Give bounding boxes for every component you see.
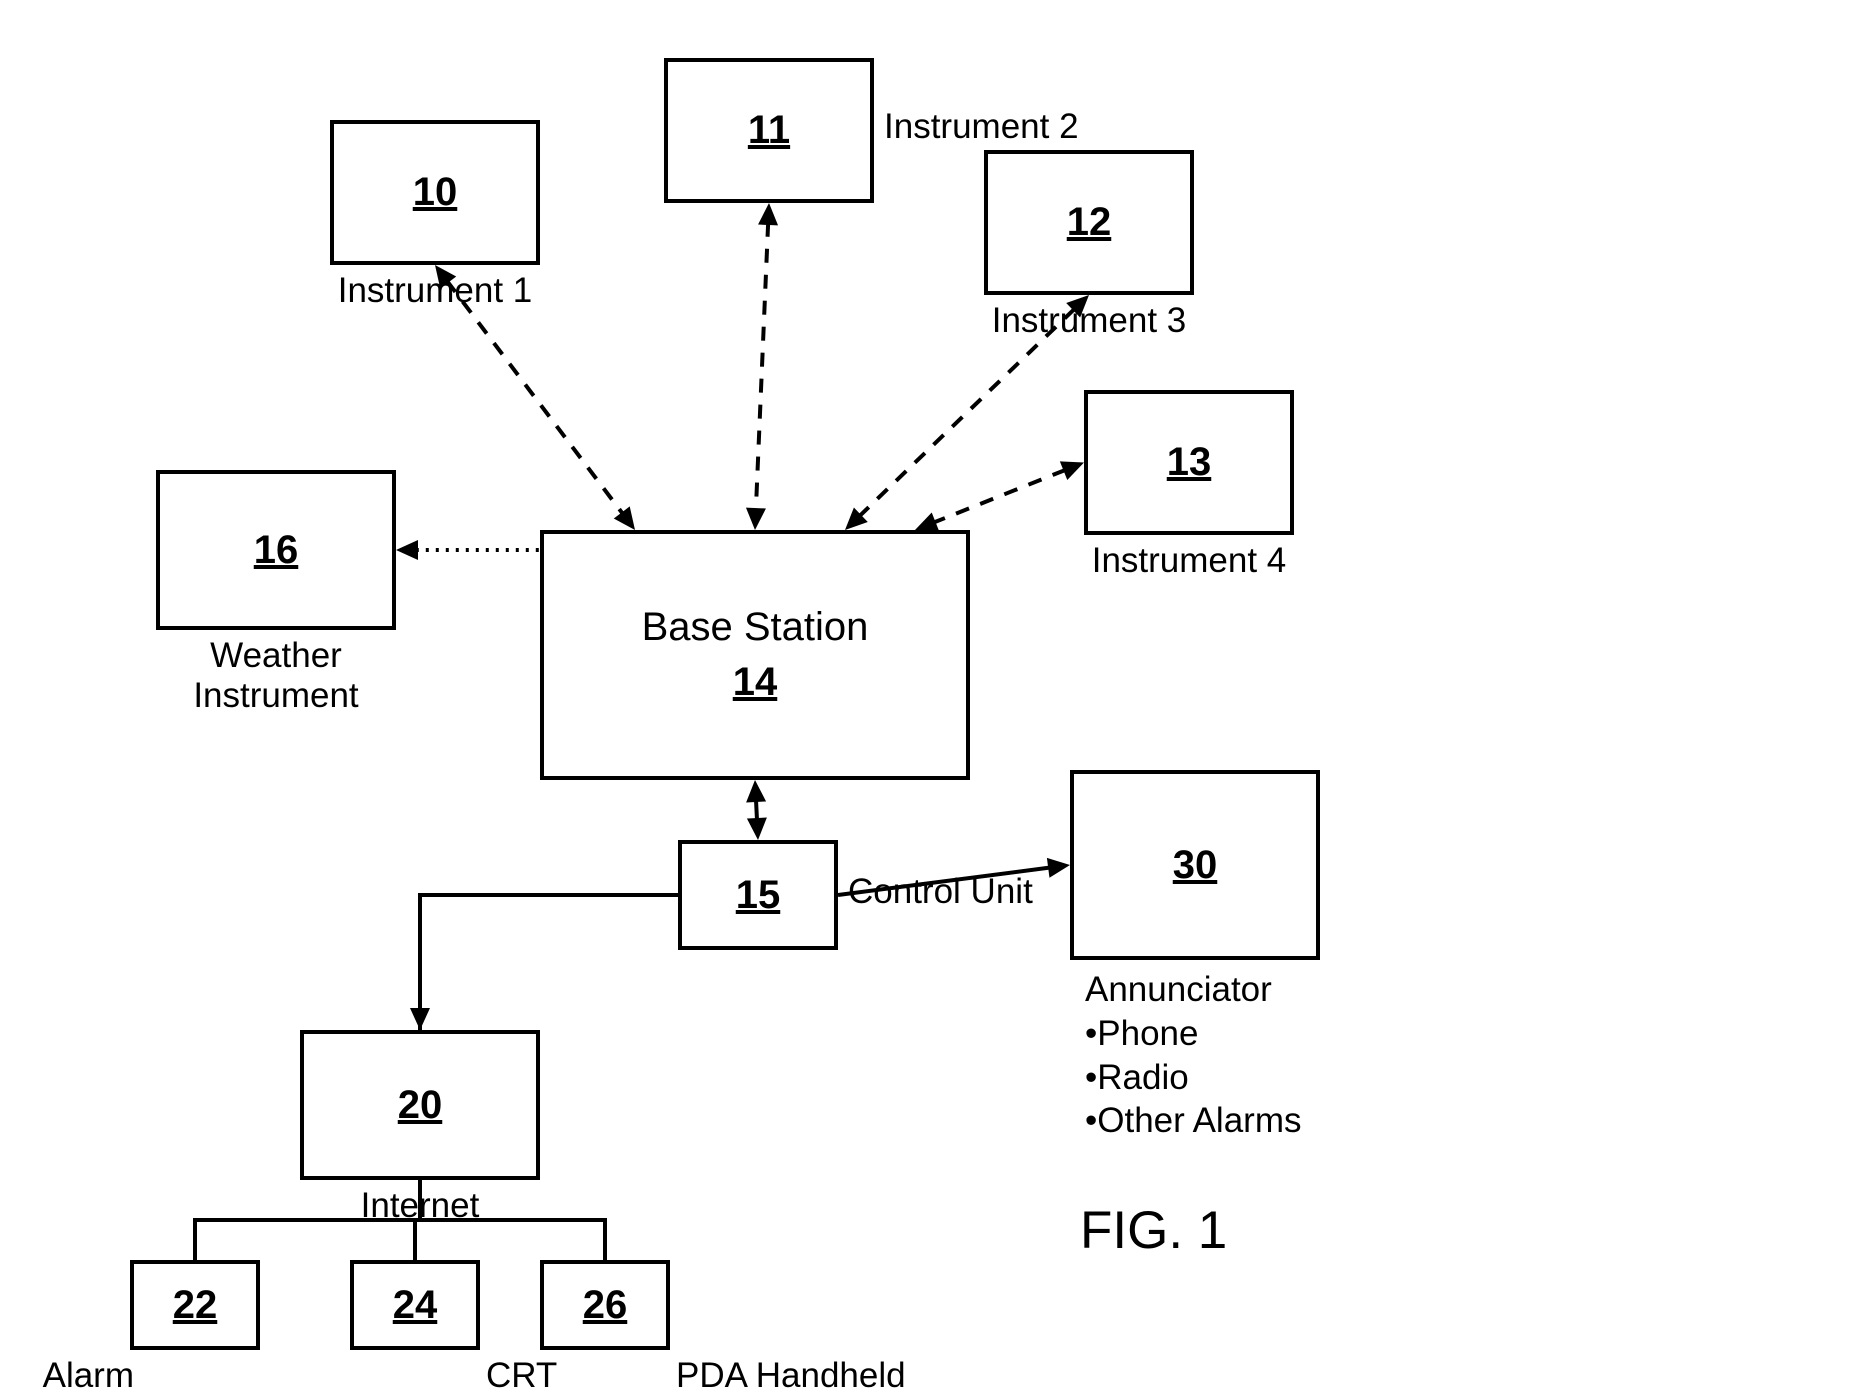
node-inst3: 12	[984, 150, 1194, 295]
annunciator-item: •Other Alarms	[1085, 1099, 1301, 1143]
node-weather: 16	[156, 470, 396, 630]
node-base: Base Station 14	[540, 530, 970, 780]
node-annun: 30	[1070, 770, 1320, 960]
node-ref: 14	[733, 660, 778, 705]
node-label-alarm: Alarm	[43, 1356, 134, 1396]
node-label-inst3: Instrument 3	[984, 301, 1194, 341]
node-inst4: 13	[1084, 390, 1294, 535]
annunciator-title: Annunciator	[1085, 968, 1301, 1012]
node-crt: 24	[350, 1260, 480, 1350]
node-ref: 30	[1173, 843, 1218, 888]
annunciator-item: •Radio	[1085, 1056, 1301, 1100]
node-label-ctrl: Control Unit	[848, 872, 1033, 912]
node-ref: 16	[254, 528, 299, 573]
node-ref: 12	[1067, 200, 1112, 245]
node-ref: 24	[393, 1283, 438, 1328]
node-ctrl: 15	[678, 840, 838, 950]
node-ref: 22	[173, 1283, 218, 1328]
node-inst1: 10	[330, 120, 540, 265]
node-alarm: 22	[130, 1260, 260, 1350]
annunciator-item: •Phone	[1085, 1012, 1301, 1056]
node-internet: 20	[300, 1030, 540, 1180]
node-ref: 11	[748, 108, 790, 153]
figure-label: FIG. 1	[1080, 1200, 1227, 1261]
node-ref: 26	[583, 1283, 628, 1328]
node-pda: 26	[540, 1260, 670, 1350]
node-inst2: 11	[664, 58, 874, 203]
node-ref: 20	[398, 1083, 443, 1128]
node-ref: 10	[413, 170, 458, 215]
annunciator-list: Annunciator•Phone•Radio•Other Alarms	[1085, 968, 1301, 1143]
node-label-inst1: Instrument 1	[330, 271, 540, 311]
node-label-crt: CRT	[486, 1356, 557, 1396]
node-label-inst2: Instrument 2	[884, 107, 1079, 147]
node-title: Base Station	[642, 605, 869, 650]
node-label-inst4: Instrument 4	[1084, 541, 1294, 581]
diagram-stage: FIG. 1 Annunciator•Phone•Radio•Other Ala…	[0, 0, 1872, 1357]
node-ref: 13	[1167, 440, 1212, 485]
node-label-weather: Weather Instrument	[156, 636, 396, 716]
node-label-pda: PDA Handheld	[676, 1356, 906, 1396]
node-label-internet: Internet	[300, 1186, 540, 1226]
node-ref: 15	[736, 873, 781, 918]
